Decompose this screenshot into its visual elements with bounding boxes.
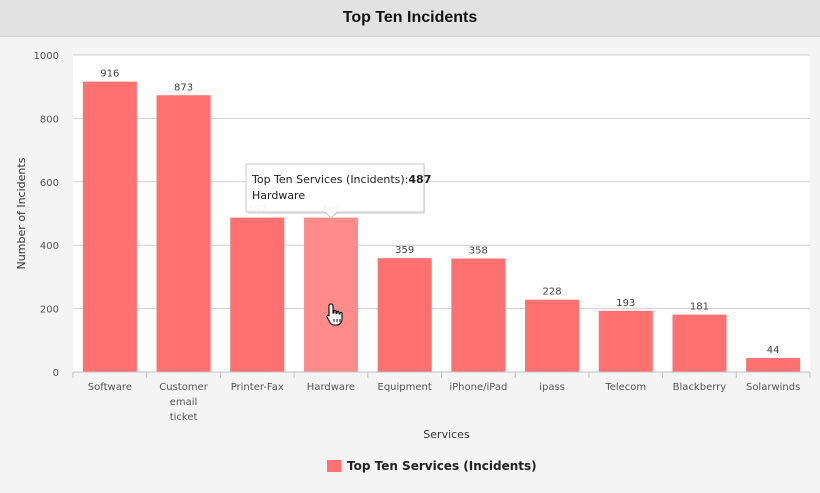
y-tick-label: 1000 [34, 51, 59, 62]
x-tick-label: Blackberry [673, 382, 727, 393]
axes: 0 200 400 600 800 1000 Software Customer email ti… [15, 51, 811, 441]
y-tick-label: 0 [53, 368, 59, 379]
data-label: 193 [616, 298, 635, 309]
data-label: 916 [100, 69, 119, 80]
bar[interactable] [156, 95, 211, 372]
legend-label[interactable]: Top Ten Services (Incidents) [347, 459, 537, 473]
bar[interactable] [230, 217, 285, 372]
tooltip-series-line: Top Ten Services (Incidents):487 [251, 173, 431, 186]
bar[interactable] [525, 299, 580, 372]
chart-area: 91687348748735935822819318144 0200400600… [0, 37, 820, 489]
x-tick-label: Software [88, 382, 132, 393]
data-label: 873 [174, 82, 193, 93]
tooltip-category: Hardware [252, 189, 305, 202]
x-tick-label: Customer email ticket [159, 382, 208, 423]
hand-cursor-icon [326, 303, 343, 326]
bar[interactable] [598, 310, 653, 372]
bar[interactable] [82, 81, 137, 373]
bar[interactable] [451, 258, 506, 372]
x-tick-label: Solarwinds [746, 382, 800, 393]
bars [82, 81, 801, 373]
bar[interactable] [377, 258, 432, 372]
data-label: 228 [543, 287, 562, 298]
y-tick-label: 400 [40, 241, 59, 252]
legend-swatch[interactable] [327, 460, 341, 472]
x-tick-label: Hardware [307, 382, 355, 393]
tooltip-value: 487 [408, 173, 431, 186]
y-axis-title: Number of Incidents [15, 157, 28, 269]
data-label: 359 [395, 245, 414, 256]
x-tick-label: Equipment [378, 382, 432, 393]
cursor [326, 303, 343, 326]
tooltip: Top Ten Services (Incidents):487 Hardware [245, 163, 431, 219]
tooltip-series-label: Top Ten Services (Incidents): [251, 173, 408, 186]
data-label: 181 [690, 302, 709, 313]
legend: Top Ten Services (Incidents) [327, 459, 537, 473]
tooltip-box [245, 163, 425, 219]
x-axis-title: Services [423, 428, 470, 441]
x-tick-label: Printer-Fax [231, 382, 284, 393]
y-tick-label: 800 [40, 114, 59, 125]
x-tick-label: Telecom [604, 382, 646, 393]
bar[interactable] [672, 314, 727, 372]
chart-title: Top Ten Incidents [0, 0, 820, 37]
y-tick-label: 200 [40, 305, 59, 316]
bar[interactable] [746, 358, 801, 372]
x-tick-label: ipass [539, 382, 565, 393]
bar[interactable] [303, 217, 358, 372]
bar-chart: 91687348748735935822819318144 0200400600… [15, 51, 811, 473]
data-label: 44 [767, 345, 780, 356]
data-label: 358 [469, 246, 488, 257]
y-tick-label: 600 [40, 178, 59, 189]
x-tick-label: iPhone/iPad [449, 382, 507, 393]
